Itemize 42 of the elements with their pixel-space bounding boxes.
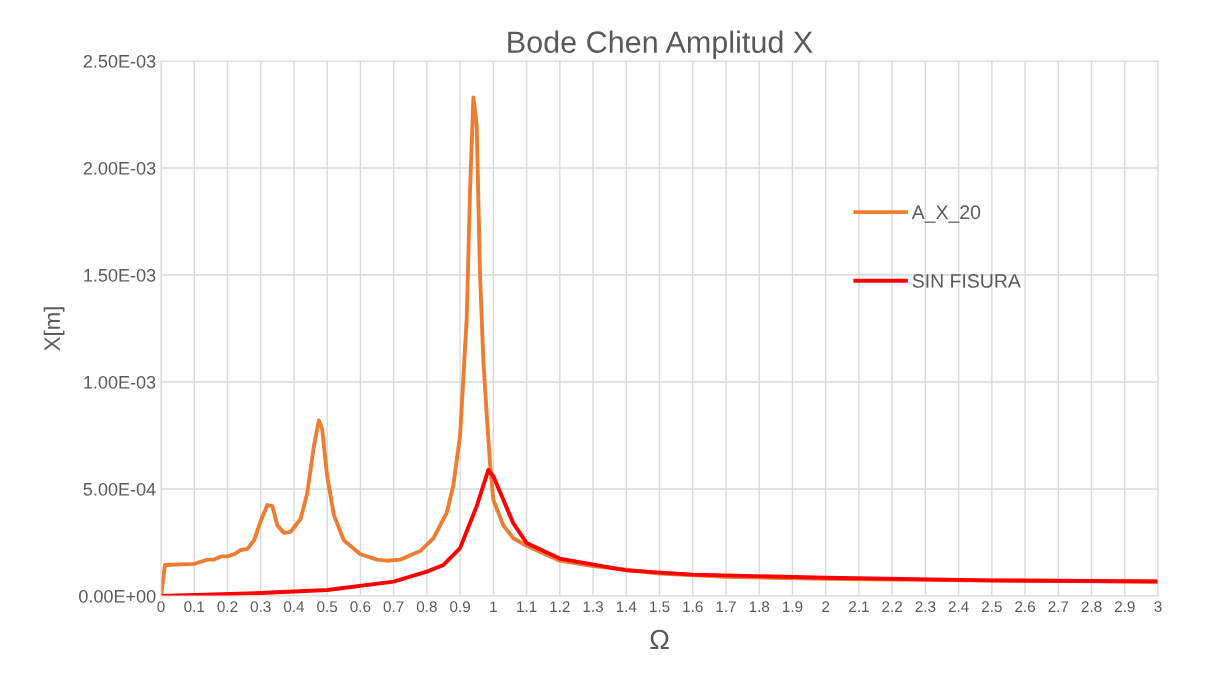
x-tick-label: 3 — [1154, 601, 1162, 613]
x-tick-label: 2 — [822, 601, 830, 612]
y-tick-label: 2.00E-03 — [83, 161, 156, 175]
y-tick-label: 5.00E-04 — [83, 482, 156, 496]
y-axis-title: X[m] — [43, 307, 65, 351]
x-tick-label: 0.5 — [317, 601, 338, 613]
x-tick-label: 2.1 — [849, 601, 869, 612]
x-tick-label: 1.1 — [517, 601, 537, 612]
x-tick-label: 1.3 — [583, 601, 603, 613]
x-tick-label: 2.9 — [1114, 601, 1135, 613]
legend-label: A_X_20 — [911, 205, 981, 223]
x-tick-label: 0.7 — [383, 601, 404, 613]
x-tick-label: 2.8 — [1081, 601, 1102, 613]
y-tick-label: 1.50E-03 — [84, 268, 156, 282]
x-tick-label: 0.9 — [450, 601, 470, 613]
x-tick-label: 0.2 — [217, 601, 238, 613]
x-tick-label: 0.1 — [184, 601, 205, 613]
legend-label: SIN FISURA — [912, 274, 1021, 288]
x-tick-label: 1.5 — [650, 601, 670, 613]
x-tick-label: 0.4 — [283, 601, 305, 613]
x-tick-label: 1.7 — [716, 601, 736, 612]
x-axis-title: Ω — [650, 629, 669, 650]
x-tick-label: 2.4 — [948, 601, 969, 612]
x-tick-label: 2.6 — [1015, 601, 1036, 613]
x-tick-label: 0.6 — [350, 601, 371, 613]
y-tick-label: 2.50E-03 — [83, 54, 156, 68]
x-tick-label: 2.2 — [882, 601, 902, 612]
x-tick-label: 1.8 — [749, 601, 770, 613]
x-tick-label: 1.2 — [550, 601, 570, 612]
x-tick-label: 2.3 — [915, 601, 936, 613]
x-tick-label: 1.9 — [782, 601, 803, 613]
x-tick-label: 1 — [490, 601, 497, 612]
x-tick-label: 0.3 — [250, 601, 271, 613]
x-tick-label: 2.7 — [1048, 601, 1069, 612]
x-tick-label: 0 — [157, 601, 165, 613]
y-tick-label: 1.00E-03 — [84, 375, 156, 389]
x-tick-label: 1.4 — [616, 601, 637, 612]
chart-title: Bode Chen Amplitud X — [508, 30, 813, 60]
x-tick-label: 1.6 — [683, 601, 703, 613]
x-tick-label: 0.8 — [416, 601, 437, 613]
y-tick-label: 0.00E+00 — [79, 589, 156, 603]
x-tick-label: 2.5 — [981, 601, 1002, 613]
